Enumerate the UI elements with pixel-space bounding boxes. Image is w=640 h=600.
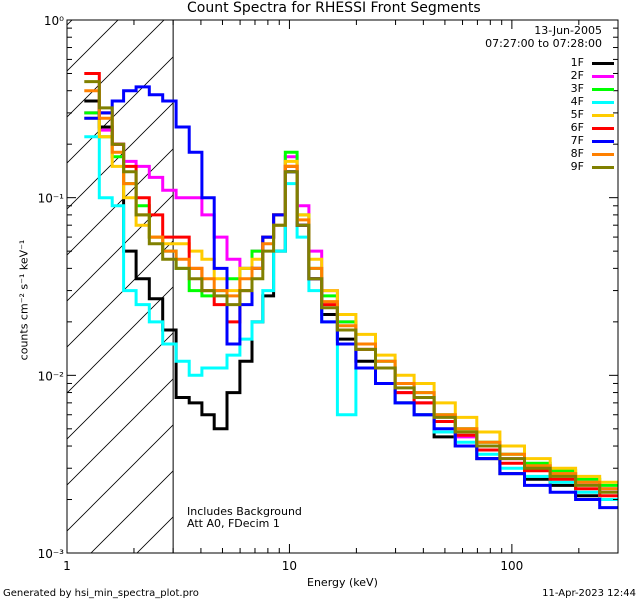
legend-swatch [592, 88, 614, 91]
y-tick-label: 10⁻³ [38, 547, 65, 561]
legend-label: 9F [570, 160, 584, 173]
generated-by-label: Generated by hsi_min_spectra_plot.pro [3, 588, 199, 599]
legend-label: 8F [570, 147, 584, 160]
legend-label: 1F [570, 56, 584, 69]
legend-swatch [592, 75, 614, 78]
legend-swatch [592, 62, 614, 65]
legend-label: 3F [570, 82, 584, 95]
legend-label: 7F [570, 134, 584, 147]
x-tick-label: 10 [282, 559, 297, 573]
x-tick-label: 100 [500, 559, 523, 573]
legend-swatch [592, 140, 614, 143]
timestamp-label: 11-Apr-2023 12:44 [542, 588, 636, 599]
legend-item-1F: 1F [534, 56, 614, 69]
y-axis-label: counts cm⁻² s⁻¹ keV⁻¹ [17, 239, 31, 361]
series-line-8F [84, 89, 618, 491]
y-tick-label: 10⁻² [38, 369, 65, 383]
series-line-9F [84, 80, 618, 494]
legend-item-4F: 4F [534, 95, 614, 108]
legend-item-5F: 5F [534, 108, 614, 121]
hatched-region [67, 20, 174, 553]
plot-frame [66, 19, 619, 554]
legend-item-3F: 3F [534, 82, 614, 95]
legend-item-8F: 8F [534, 147, 614, 160]
legend-label: 2F [570, 69, 584, 82]
date-label: 13-Jun-2005 [534, 24, 602, 37]
y-tick-label: 10⁻¹ [38, 192, 65, 206]
legend-swatch [592, 114, 614, 117]
legend-swatch [592, 101, 614, 104]
annotation-attenuator: Att A0, FDecim 1 [187, 517, 280, 530]
legend-item-9F: 9F [534, 160, 614, 173]
legend-item-2F: 2F [534, 69, 614, 82]
legend-label: 5F [570, 108, 584, 121]
x-tick-label: 1 [63, 559, 71, 573]
x-axis-label: Energy (keV) [307, 576, 378, 589]
legend-swatch [592, 153, 614, 156]
y-tick-label: 10⁰ [44, 14, 64, 28]
legend-swatch [592, 166, 614, 169]
time-range-label: 07:27:00 to 07:28:00 [485, 37, 602, 50]
legend-label: 4F [570, 95, 584, 108]
legend-swatch [592, 127, 614, 130]
legend-label: 6F [570, 121, 584, 134]
legend-item-7F: 7F [534, 134, 614, 147]
legend: 1F 2F 3F 4F 5F 6F 7F 8F 9F [534, 56, 614, 176]
chart-title: Count Spectra for RHESSI Front Segments [187, 0, 481, 16]
annotation-background: Includes Background [187, 505, 302, 518]
legend-item-6F: 6F [534, 121, 614, 134]
